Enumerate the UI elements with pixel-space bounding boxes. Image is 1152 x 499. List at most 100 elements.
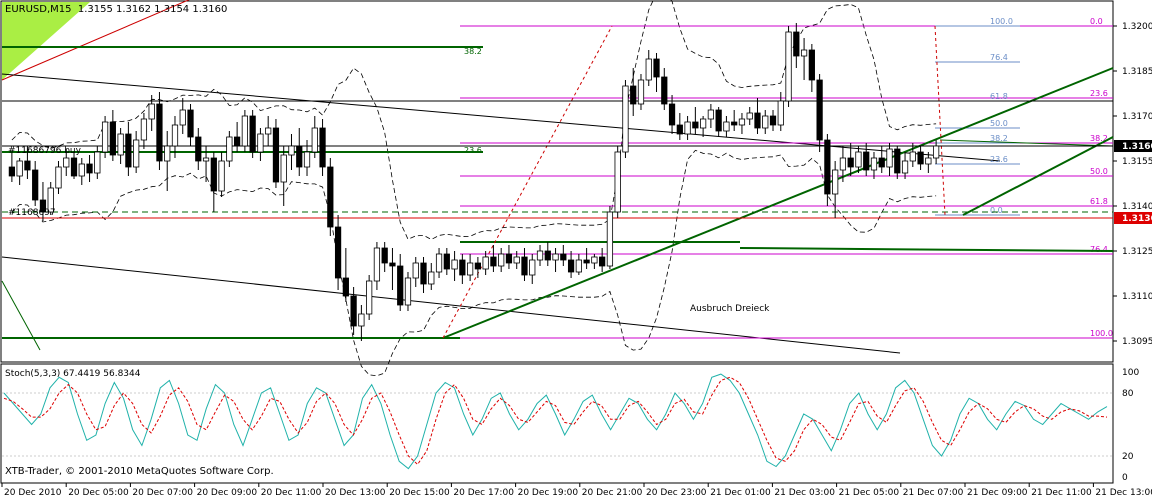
- candle-body: [24, 160, 31, 171]
- candle-body: [86, 163, 93, 174]
- price-tick-label: 1.3140: [1122, 202, 1152, 212]
- candle-body: [591, 256, 598, 264]
- candle-body: [466, 262, 474, 276]
- candle-body: [606, 211, 614, 267]
- candle-body: [637, 79, 645, 105]
- candle-body: [101, 121, 109, 153]
- candle-body: [731, 121, 738, 126]
- candle-body: [699, 118, 707, 129]
- candle-body: [265, 127, 272, 135]
- candle-body: [886, 148, 893, 168]
- candle-body: [870, 157, 878, 171]
- candle-body: [55, 166, 62, 189]
- candle-body: [839, 157, 847, 171]
- time-tick-label: 20 Dec 13:00: [325, 488, 386, 498]
- fib-level-label: 38.2: [1090, 134, 1108, 143]
- candle-body: [381, 247, 388, 264]
- candle-body: [536, 250, 544, 261]
- candle-body: [195, 136, 202, 162]
- candle-body: [544, 250, 551, 261]
- candle-body: [63, 157, 70, 168]
- candle-body: [513, 256, 520, 264]
- copyright-label: XTB-Trader, © 2001-2010 MetaQuotes Softw…: [5, 466, 274, 477]
- candle-body: [505, 253, 513, 264]
- candle-body: [793, 31, 800, 57]
- price-tick-label: 1.3170: [1122, 112, 1152, 122]
- candle-body: [187, 109, 194, 138]
- candle-body: [894, 148, 901, 174]
- time-tick-label: 21 Dec 09:00: [967, 488, 1028, 498]
- candle-body: [645, 58, 652, 81]
- price-tick-label: 1.3125: [1122, 247, 1152, 257]
- candle-body: [311, 127, 318, 153]
- candle-body: [855, 151, 862, 168]
- candle-body: [164, 145, 171, 162]
- order-buy-label[interactable]: #11686796 buy: [8, 146, 81, 156]
- candle-body: [738, 118, 746, 126]
- candle-body: [925, 157, 932, 165]
- candle-body: [529, 259, 536, 276]
- candle-body: [249, 115, 256, 153]
- time-tick-label: 20 Dec 05:00: [68, 488, 129, 498]
- time-tick-label: 20 Dec 19:00: [518, 488, 579, 498]
- fib-left-extra-label: 23.6: [464, 146, 482, 155]
- candle-body: [630, 85, 637, 105]
- candle-body: [769, 115, 777, 126]
- candle-body: [777, 100, 784, 126]
- candle-body: [156, 103, 163, 162]
- fib-level-label: 76.4: [1090, 245, 1108, 254]
- candle-body: [125, 133, 132, 168]
- main-panel-frame: [0, 0, 1114, 363]
- chart-header: EURUSD,M15 1.3155 1.3162 1.3154 1.3160: [5, 4, 227, 15]
- candle-body: [319, 127, 326, 168]
- candle-body: [746, 112, 753, 120]
- time-tick-label: 20 Dec 11:00: [261, 488, 322, 498]
- fib-right-level-label: 23.6: [990, 155, 1008, 164]
- candle-body: [233, 136, 241, 147]
- fib-right-level-label: 76.4: [990, 53, 1008, 62]
- candle-body: [692, 121, 699, 129]
- candle-body: [358, 313, 365, 327]
- candle-body: [932, 145, 940, 159]
- candle-body: [583, 259, 590, 264]
- time-tick-label: 20 Dec 07:00: [132, 488, 193, 498]
- candle-body: [909, 151, 916, 162]
- fib-right-level-label: 50.0: [990, 119, 1008, 128]
- candle-body: [762, 115, 769, 129]
- time-tick-label: 21 Dec 07:00: [903, 488, 964, 498]
- candle-body: [350, 295, 357, 327]
- candle-body: [70, 157, 78, 177]
- symbol-label: EURUSD,M15: [5, 4, 72, 15]
- candle-body: [288, 145, 295, 156]
- candle-body: [498, 253, 505, 267]
- indicator-header: Stoch(5,3,3) 67.4419 56.8344: [5, 369, 141, 379]
- candle-body: [226, 136, 233, 162]
- small-diagonal: [1, 280, 41, 351]
- fib-level-label: 23.6: [1090, 89, 1108, 98]
- stoch-signal-line: [3, 376, 1108, 466]
- candle-body: [39, 199, 47, 213]
- candle-body: [847, 157, 854, 168]
- candle-body: [272, 127, 280, 183]
- candle-body: [614, 151, 621, 213]
- candle-body: [832, 169, 839, 195]
- candle-body: [482, 256, 489, 270]
- time-tick-label: 20 Dec 21:00: [582, 488, 643, 498]
- candle-body: [863, 151, 870, 171]
- candle-body: [171, 124, 179, 147]
- time-tick-label: 21 Dec 05:00: [839, 488, 900, 498]
- candle-body: [567, 259, 575, 273]
- candle-body: [560, 253, 567, 261]
- candle-body: [218, 160, 225, 192]
- time-tick-label: 20 Dec 15:00: [389, 488, 450, 498]
- candle-body: [474, 262, 482, 270]
- candle-body: [800, 49, 808, 57]
- order-2-label[interactable]: #1168697: [8, 208, 56, 218]
- time-tick-label: 21 Dec 11:00: [1031, 488, 1092, 498]
- price-tick-label: 1.3185: [1122, 67, 1152, 77]
- candle-body: [32, 169, 39, 201]
- candle-body: [428, 271, 435, 285]
- ascending-trendline: [442, 67, 1114, 339]
- stoch-panel-frame: [0, 363, 1114, 484]
